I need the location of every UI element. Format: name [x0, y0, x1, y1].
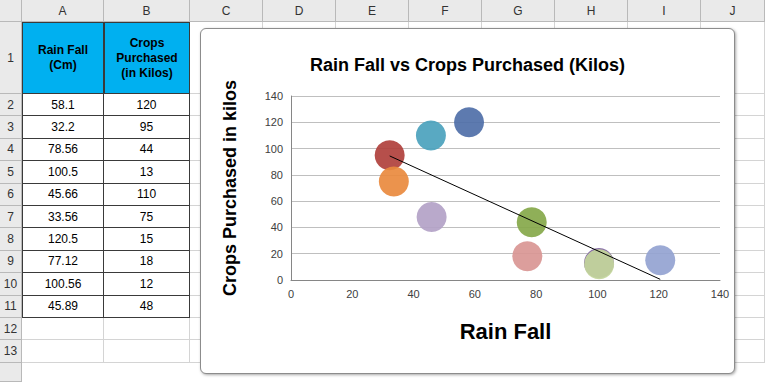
- svg-text:Rain Fall: Rain Fall: [460, 319, 552, 344]
- svg-text:60: 60: [469, 288, 481, 300]
- html-text:A: A: [58, 3, 67, 18]
- svg-text:80: 80: [530, 288, 542, 300]
- html-text:5: 5: [7, 164, 14, 179]
- html-text:15: 15: [139, 232, 154, 247]
- svg-text:20: 20: [271, 248, 283, 260]
- svg-text:140: 140: [711, 288, 729, 300]
- svg-text:Crops Purchased in kilos: Crops Purchased in kilos: [220, 80, 240, 296]
- html-text:75: 75: [139, 209, 154, 224]
- html-text:D: D: [294, 3, 304, 18]
- svg-text:Rain Fall vs Crops Purchased (: Rain Fall vs Crops Purchased (Kilos): [310, 55, 625, 75]
- html-text:18: 18: [139, 254, 154, 269]
- html-text:Rain Fall (Cm): Rain Fall (Cm): [38, 43, 88, 72]
- html-text:78.56: 78.56: [48, 142, 78, 157]
- svg-text:100: 100: [588, 288, 606, 300]
- svg-text:140: 140: [265, 90, 283, 102]
- html-text:12: 12: [3, 321, 18, 336]
- html-text:E: E: [368, 3, 376, 18]
- html-text:H: H: [586, 3, 596, 18]
- html-text:95: 95: [139, 120, 154, 135]
- svg-text:0: 0: [277, 274, 283, 286]
- html-text:4: 4: [7, 142, 14, 157]
- html-text:100.5: 100.5: [48, 164, 78, 179]
- html-text:G: G: [513, 3, 523, 18]
- html-text:1: 1: [7, 50, 14, 65]
- html-text:13: 13: [3, 344, 18, 359]
- html-text:B: B: [142, 3, 151, 18]
- html-text:9: 9: [7, 254, 14, 269]
- svg-text:120: 120: [650, 288, 668, 300]
- svg-text:40: 40: [407, 288, 419, 300]
- html-text:48: 48: [139, 299, 154, 314]
- svg-text:80: 80: [271, 169, 283, 181]
- html-text:I: I: [662, 3, 666, 18]
- html-text:120: 120: [136, 97, 157, 112]
- html-text:110: 110: [136, 187, 157, 202]
- html-text:12: 12: [139, 276, 154, 291]
- html-text:8: 8: [7, 232, 14, 247]
- svg-text:20: 20: [346, 288, 358, 300]
- html-text:10: 10: [3, 276, 18, 291]
- html-text:45.89: 45.89: [48, 299, 78, 314]
- html-text:3: 3: [7, 120, 14, 135]
- html-text:33.56: 33.56: [48, 209, 78, 224]
- html-text:F: F: [441, 3, 449, 18]
- svg-text:120: 120: [265, 116, 283, 128]
- html-text:32.2: 32.2: [51, 120, 75, 135]
- html-text:77.12: 77.12: [48, 254, 78, 269]
- html-text:C: C: [221, 3, 231, 18]
- html-text:Crops Purchased (in Kilos): Crops Purchased (in Kilos): [116, 35, 178, 80]
- html-text:11: 11: [4, 299, 17, 314]
- html-text:100.56: 100.56: [44, 276, 82, 291]
- html-text:2: 2: [7, 97, 14, 112]
- html-text:6: 6: [7, 187, 14, 202]
- html-text:7: 7: [7, 209, 14, 224]
- html-text:44: 44: [139, 142, 154, 157]
- html-text:120.5: 120.5: [48, 232, 78, 247]
- html-text:45.66: 45.66: [48, 187, 78, 202]
- svg-text:60: 60: [271, 195, 283, 207]
- svg-text:0: 0: [288, 288, 294, 300]
- html-text:J: J: [729, 3, 736, 18]
- svg-text:40: 40: [271, 221, 283, 233]
- html-text:58.1: 58.1: [51, 97, 75, 112]
- svg-text:100: 100: [265, 143, 283, 155]
- html-text:13: 13: [139, 164, 154, 179]
